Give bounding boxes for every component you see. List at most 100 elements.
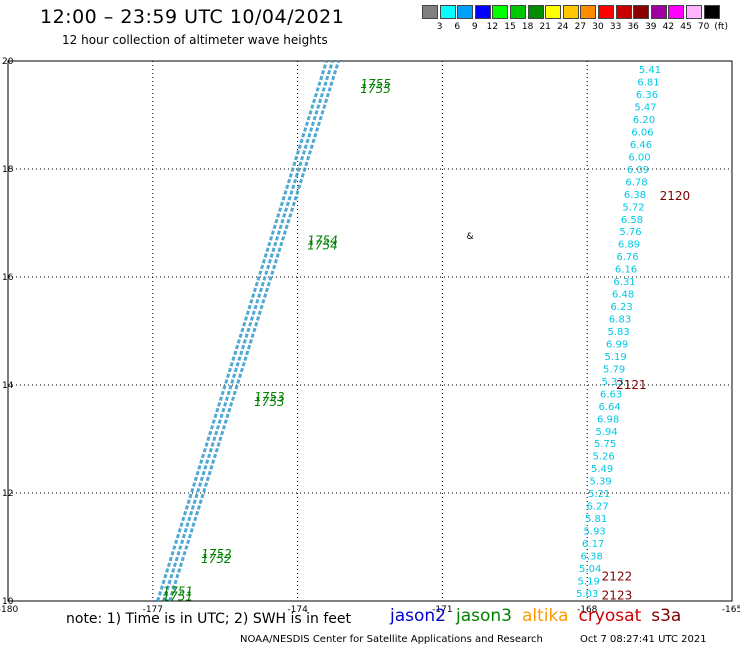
time-label-left: 1753 — [254, 390, 285, 404]
legend-label: 15 — [504, 22, 516, 32]
page-title: 12:00 – 23:59 UTC 10/04/2021 — [40, 6, 345, 28]
swh-value: 5.83 — [607, 327, 629, 338]
track-left-band — [156, 60, 328, 602]
legend-swatch-max — [703, 5, 720, 19]
legend-label: 33 — [609, 22, 622, 32]
swh-value: 6.89 — [618, 240, 640, 251]
swh-value: 6.76 — [616, 252, 638, 263]
legend-label: 36 — [627, 22, 639, 32]
time-label-left: 1755 — [360, 82, 391, 96]
legend-swatch-30 — [580, 5, 597, 19]
swh-value: 5.41 — [639, 65, 661, 76]
legend-swatch-15 — [492, 5, 509, 19]
swh-value: 5.03 — [576, 589, 598, 600]
legend-swatch-27 — [562, 5, 579, 19]
time-label-right: 2122 — [602, 570, 633, 584]
swh-value: 6.48 — [612, 290, 634, 301]
satellite-s3a: s3a — [651, 606, 682, 626]
legend-swatch-6 — [439, 5, 456, 19]
swh-value: 6.98 — [597, 414, 619, 425]
swh-value: 5.79 — [603, 364, 625, 375]
swh-value: 6.00 — [628, 152, 650, 163]
lat-tick-label: 18 — [2, 165, 14, 175]
time-label-left: 1755 — [360, 77, 391, 91]
swh-value: 6.31 — [613, 277, 635, 288]
legend-label: 21 — [539, 22, 551, 32]
legend-swatch-9 — [457, 5, 474, 19]
swh-value: 6.17 — [582, 539, 604, 550]
swh-value: 6.58 — [621, 215, 643, 226]
legend-label: 12 — [486, 22, 499, 32]
swh-value: 6.20 — [633, 115, 655, 126]
legend-swatch-3 — [422, 5, 438, 19]
time-label-right: 2120 — [660, 189, 691, 203]
swh-value: 6.46 — [630, 140, 652, 151]
lon-tick-label: -180 — [0, 605, 18, 615]
satellite-altika: altika — [522, 606, 569, 626]
swh-value: 5.75 — [594, 439, 616, 450]
legend-label: 24 — [557, 22, 569, 32]
swh-value: 6.78 — [625, 177, 647, 188]
swh-value: 6.83 — [609, 315, 631, 326]
legend-swatch-33 — [598, 5, 614, 19]
legend-label: 9 — [471, 22, 478, 32]
lat-tick-label: 12 — [2, 489, 13, 499]
time-label-left: 1751 — [162, 590, 193, 604]
swh-value: 6.06 — [631, 127, 653, 138]
time-label-left: 1752 — [201, 552, 232, 566]
lon-tick-label: -177 — [143, 605, 163, 615]
swh-value: 5.04 — [579, 564, 601, 575]
swh-value: 6.09 — [627, 165, 649, 176]
lat-tick-label: 14 — [2, 381, 14, 391]
time-label-left: 1754 — [307, 234, 338, 248]
footer-timestamp: Oct 7 08:27:41 UTC 2021 — [580, 634, 707, 645]
legend-swatch-12 — [474, 5, 491, 19]
lon-tick-label: -168 — [577, 605, 598, 615]
swh-value: 5.33 — [601, 377, 623, 388]
legend-swatch-24 — [545, 5, 562, 19]
swh-value: 5.93 — [584, 527, 606, 538]
swh-value: 5.21 — [588, 489, 610, 500]
lon-tick-label: -174 — [287, 605, 308, 615]
footer-credit: NOAA/NESDIS Center for Satellite Applica… — [240, 634, 543, 645]
legend-label: 30 — [592, 22, 604, 32]
swh-value: 5.81 — [585, 514, 607, 525]
swh-value: 5.47 — [634, 103, 656, 114]
satellite-jason3: jason3 — [456, 606, 512, 626]
swh-value: 6.63 — [600, 389, 622, 400]
map-frame — [7, 60, 733, 602]
time-label-left: 1754 — [307, 239, 338, 253]
satellite-jason2: jason2 — [390, 606, 446, 626]
legend-label: 45 — [680, 22, 692, 32]
legend-swatch-18 — [510, 5, 526, 19]
swh-value: 5.94 — [595, 427, 617, 438]
legend-label: 3 — [436, 22, 443, 32]
swh-value: 6.36 — [636, 90, 658, 101]
swh-value: 5.39 — [590, 477, 612, 488]
swh-value: 6.16 — [615, 265, 637, 276]
satellite-cryosat: cryosat — [578, 606, 642, 626]
time-label-left: 1752 — [201, 547, 232, 561]
note-text: note: 1) Time is in UTC; 2) SWH is in fe… — [66, 611, 352, 627]
swh-value: 5.76 — [619, 227, 641, 238]
legend-swatch-36 — [615, 5, 632, 19]
swh-value: 6.27 — [587, 502, 609, 513]
swh-value: 5.72 — [622, 202, 644, 213]
legend-swatch-39 — [633, 5, 650, 19]
lon-tick-label: -171 — [432, 605, 452, 615]
legend-label: 18 — [521, 22, 534, 32]
swh-value: 6.99 — [606, 339, 628, 350]
legend-swatch-21 — [527, 5, 544, 19]
legend-swatch-42 — [650, 5, 667, 19]
legend-swatch-70 — [686, 5, 702, 19]
swh-value: 5.19 — [604, 352, 626, 363]
lat-tick-label: 16 — [2, 273, 14, 283]
legend-swatch-45 — [668, 5, 685, 19]
swh-value: 6.81 — [637, 78, 659, 89]
satellite-legend: jason2 jason3 altika cryosat s3a — [390, 606, 691, 626]
track-left-band — [168, 60, 340, 602]
lon-tick-label: -165 — [722, 605, 740, 615]
legend-unit: (ft) — [714, 22, 728, 32]
legend-label: 39 — [645, 22, 657, 32]
